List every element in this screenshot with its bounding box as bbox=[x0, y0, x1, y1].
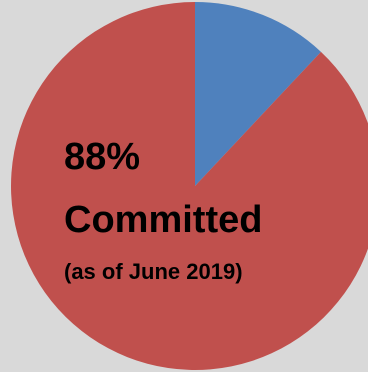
pie-slice-committed bbox=[11, 2, 368, 370]
as-of-date-label: (as of June 2019) bbox=[64, 259, 243, 284]
committed-status-label: Committed bbox=[64, 199, 263, 241]
pie-slice-remaining bbox=[195, 2, 321, 186]
pie-slices bbox=[11, 2, 368, 370]
committed-percent-label: 88% bbox=[64, 136, 141, 178]
